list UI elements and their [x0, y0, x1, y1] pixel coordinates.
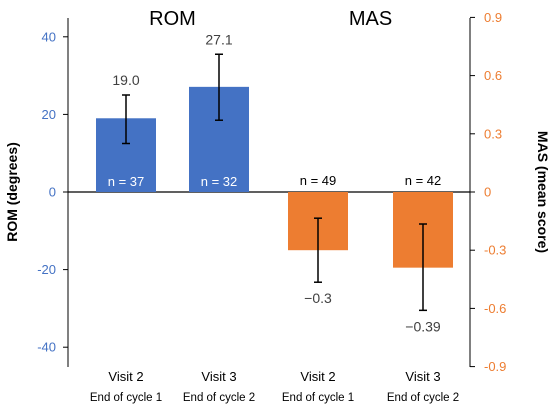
left-axis-title: ROM (degrees)	[4, 142, 20, 242]
right-axis-title: MAS (mean score)	[535, 131, 550, 253]
category-sublabel: End of cycle 2	[183, 392, 255, 404]
right-tick-label: -0.9	[484, 359, 506, 374]
left-tick-label: 0	[49, 185, 56, 200]
n-label: n = 49	[300, 173, 337, 188]
labels: ROM MAS 19.0 n = 37 Visit 2 End of cycle 1 27.…	[90, 8, 459, 404]
left-tick-label: -40	[37, 340, 56, 355]
right-tick-label: 0	[484, 185, 491, 200]
category-sublabel: End of cycle 2	[387, 392, 459, 404]
left-tick-label: 20	[42, 107, 56, 122]
left-tick-label: -20	[37, 262, 56, 277]
value-label: −0.3	[304, 290, 332, 306]
value-label: 19.0	[112, 72, 139, 88]
group-title-mas: MAS	[349, 8, 392, 30]
right-tick-label: -0.3	[484, 243, 506, 258]
value-label: 27.1	[205, 31, 232, 47]
category-sublabel: End of cycle 1	[90, 392, 162, 404]
right-tick-label: 0.9	[484, 10, 502, 25]
axes: 40 20 0 -20 -40 0.9 0.6 0.3 0 -0.3 -0.6 -0.9 ROM (de…	[4, 10, 550, 374]
right-tick-label: 0.6	[484, 68, 502, 83]
category-label: Visit 2	[108, 369, 143, 384]
right-tick-label: -0.6	[484, 301, 506, 316]
left-tick-label: 40	[42, 29, 56, 44]
category-label: Visit 3	[201, 369, 236, 384]
bars	[96, 53, 453, 312]
n-label: n = 42	[405, 173, 442, 188]
group-title-rom: ROM	[149, 8, 196, 30]
category-sublabel: End of cycle 1	[282, 392, 354, 404]
category-label: Visit 2	[300, 369, 335, 384]
n-label: n = 37	[108, 174, 145, 189]
right-tick-label: 0.3	[484, 126, 502, 141]
n-label: n = 32	[201, 174, 238, 189]
value-label: −0.39	[405, 318, 441, 334]
category-label: Visit 3	[405, 369, 440, 384]
